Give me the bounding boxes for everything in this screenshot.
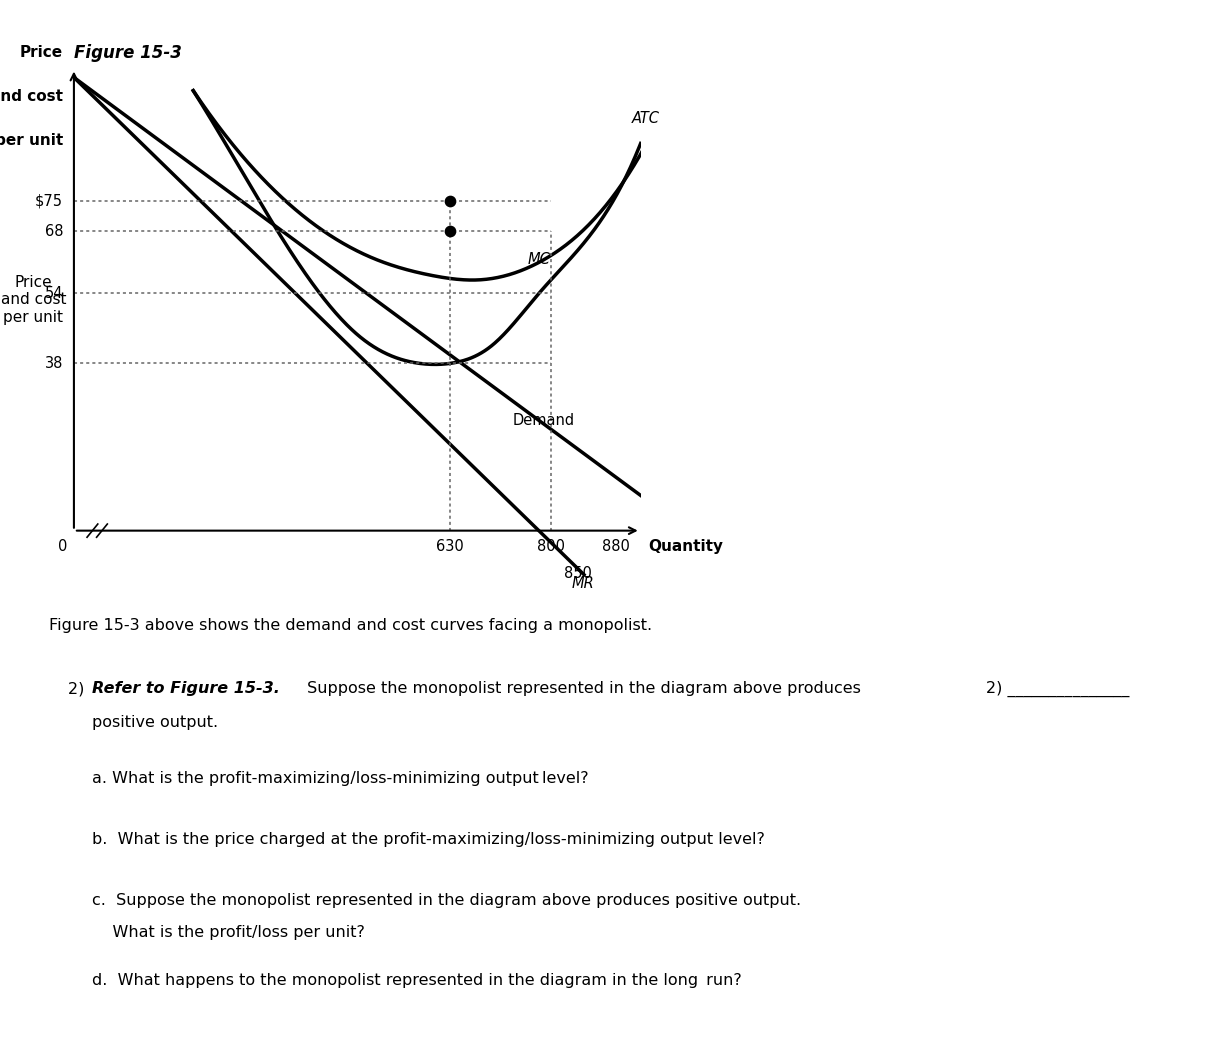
Text: Price
and cost
per unit: Price and cost per unit xyxy=(0,275,67,324)
Text: Suppose the monopolist represented in the diagram above produces: Suppose the monopolist represented in th… xyxy=(302,681,861,696)
Text: positive output.: positive output. xyxy=(92,715,218,730)
Text: 630: 630 xyxy=(436,540,463,554)
Text: Quantity: Quantity xyxy=(648,540,723,554)
Text: a. What is the profit-maximizing/loss-minimizing output level?: a. What is the profit-maximizing/loss-mi… xyxy=(92,771,589,786)
Text: Figure 15‑3: Figure 15‑3 xyxy=(74,44,182,62)
Text: MR: MR xyxy=(572,576,595,591)
Text: 68: 68 xyxy=(44,224,63,239)
Text: 2) _______________: 2) _______________ xyxy=(986,681,1129,697)
Text: b.  What is the price charged at the profit-maximizing/loss-minimizing output le: b. What is the price charged at the prof… xyxy=(92,832,765,847)
Text: Price: Price xyxy=(20,44,63,60)
Text: MC: MC xyxy=(527,251,551,266)
Text: d.  What happens to the monopolist represented in the diagram in the long run?: d. What happens to the monopolist repres… xyxy=(92,973,742,987)
Text: c.  Suppose the monopolist represented in the diagram above produces positive ou: c. Suppose the monopolist represented in… xyxy=(92,893,802,908)
Text: ATC: ATC xyxy=(632,111,659,126)
Text: 800: 800 xyxy=(537,540,565,554)
Text: 54: 54 xyxy=(44,285,63,301)
Text: 880: 880 xyxy=(602,540,630,554)
Text: and cost: and cost xyxy=(0,89,63,103)
Text: Demand: Demand xyxy=(513,413,574,428)
Point xyxy=(440,223,460,240)
Text: per unit: per unit xyxy=(0,133,63,148)
Text: 0: 0 xyxy=(58,540,68,554)
Text: 2): 2) xyxy=(68,681,89,696)
Text: Refer to Figure 15‑3.: Refer to Figure 15‑3. xyxy=(92,681,280,696)
Text: 38: 38 xyxy=(44,356,63,371)
Text: 850: 850 xyxy=(564,566,591,581)
Text: Figure 15-3 above shows the demand and cost curves facing a monopolist.: Figure 15-3 above shows the demand and c… xyxy=(49,618,653,633)
Text: What is the profit/loss per unit?: What is the profit/loss per unit? xyxy=(92,925,365,940)
Text: $75: $75 xyxy=(36,193,63,208)
Point xyxy=(440,192,460,209)
